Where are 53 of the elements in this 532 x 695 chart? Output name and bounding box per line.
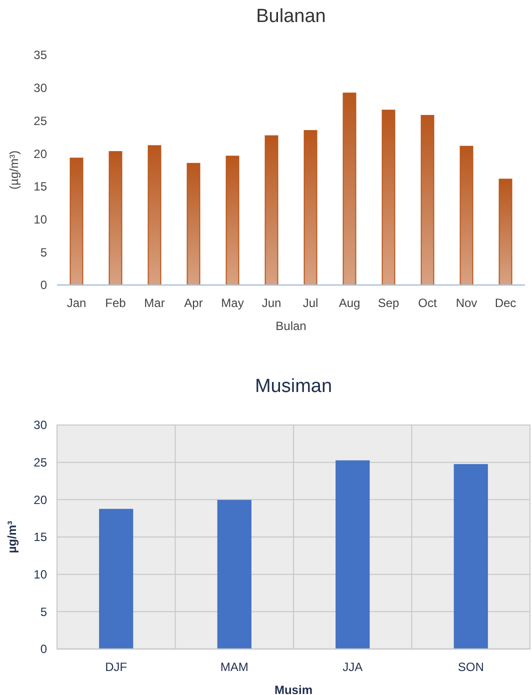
bar <box>304 130 318 286</box>
bar <box>226 156 240 286</box>
x-axis-title: Bulan <box>276 319 306 333</box>
y-tick-label: 5 <box>40 245 48 260</box>
x-tick-label: Jul <box>302 296 318 310</box>
bar <box>498 178 512 286</box>
bar <box>264 135 278 286</box>
y-tick-label: 15 <box>34 180 48 194</box>
y-tick-label: 25 <box>34 114 48 128</box>
bar <box>99 508 134 650</box>
x-tick-label: JJA <box>342 660 363 674</box>
x-tick-label: MAM <box>220 660 248 674</box>
bar <box>460 146 474 286</box>
y-axis-title: (µg/m³) <box>7 150 21 190</box>
x-tick-label: Oct <box>418 296 438 310</box>
x-tick-label: DJF <box>105 660 128 674</box>
bar <box>108 151 122 286</box>
x-tick-label: Apr <box>184 296 203 310</box>
bar <box>148 145 162 286</box>
bar <box>382 110 396 286</box>
y-tick-label: 0 <box>40 278 48 292</box>
bar <box>454 464 488 650</box>
bar <box>217 500 252 650</box>
x-tick-label: Jun <box>262 296 282 310</box>
y-tick-label: 35 <box>34 48 48 62</box>
y-tick-label: 25 <box>34 456 48 470</box>
y-tick-label: 10 <box>34 212 48 226</box>
x-tick-label: Aug <box>338 296 360 310</box>
x-tick-label: Jan <box>66 296 86 310</box>
x-tick-label: SON <box>458 660 484 674</box>
x-tick-label: Nov <box>456 296 478 310</box>
x-tick-label: Dec <box>494 296 516 310</box>
y-tick-label: 20 <box>34 492 48 507</box>
x-tick-label: Mar <box>144 296 165 310</box>
y-tick-label: 30 <box>34 81 48 96</box>
x-tick-label: Sep <box>378 296 400 310</box>
bar <box>186 162 200 286</box>
y-tick-label: 20 <box>34 146 48 161</box>
x-axis-title: Musim <box>274 683 313 695</box>
x-tick-label: Feb <box>105 296 126 310</box>
y-tick-label: 5 <box>40 604 48 619</box>
y-tick-label: 15 <box>34 530 48 544</box>
y-axis-title: µg/m³ <box>5 520 19 554</box>
chart-title: Bulanan <box>256 6 326 27</box>
bar <box>420 114 434 286</box>
x-tick-label: May <box>221 296 244 310</box>
y-tick-label: 10 <box>34 568 48 582</box>
y-tick-label: 30 <box>34 418 48 432</box>
bar <box>342 92 356 286</box>
y-tick-label: 0 <box>40 642 48 656</box>
chart-title: Musiman <box>254 376 332 397</box>
bar <box>70 158 84 286</box>
bar <box>336 460 370 650</box>
